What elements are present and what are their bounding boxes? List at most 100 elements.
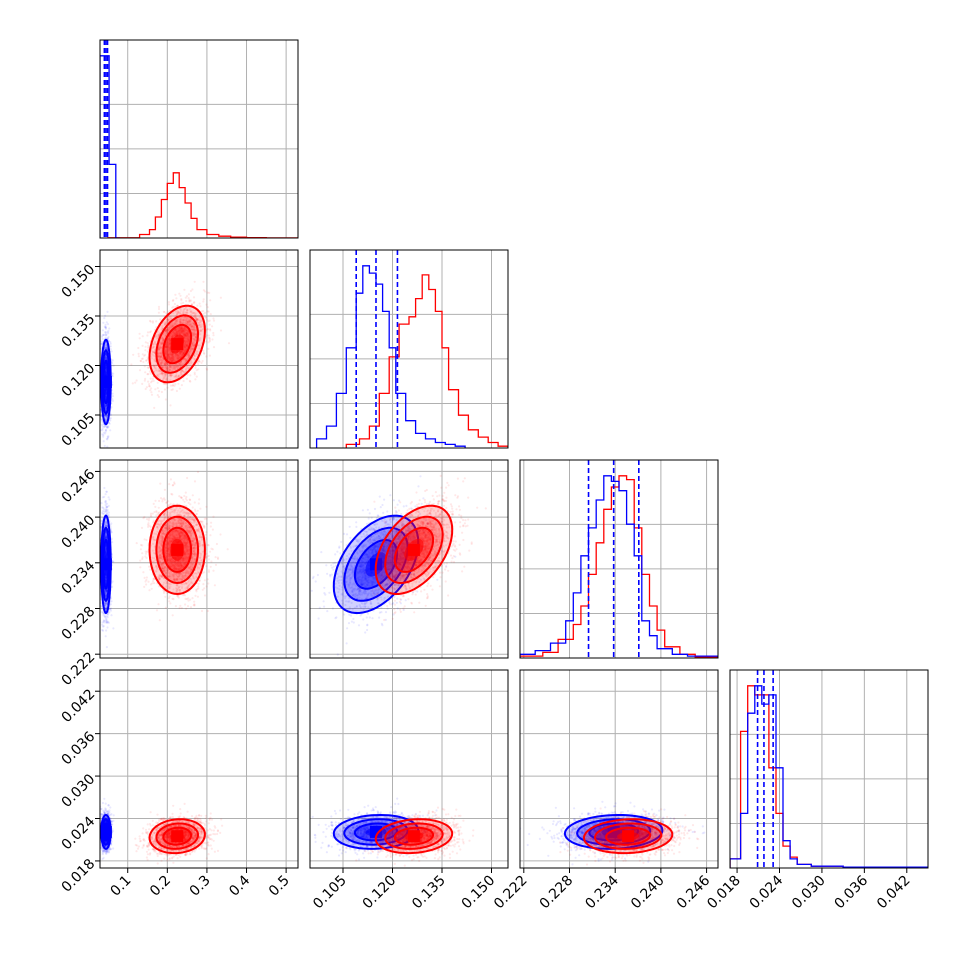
- scatter-point: [148, 370, 151, 373]
- scatter-point: [168, 326, 171, 329]
- scatter-panel-1-0: [95, 249, 299, 452]
- scatter-point: [150, 393, 154, 396]
- scatter-point: [208, 337, 211, 340]
- scatter-point: [186, 308, 189, 311]
- scatter-point: [175, 389, 178, 393]
- scatter-point: [200, 361, 203, 364]
- scatter-point: [185, 333, 188, 336]
- scatter-point: [100, 423, 103, 426]
- scatter-point: [161, 340, 164, 343]
- scatter-point: [185, 344, 188, 347]
- scatter-point: [105, 344, 108, 347]
- scatter-point: [104, 325, 107, 329]
- scatter-point: [110, 531, 113, 534]
- scatter-point: [95, 400, 97, 402]
- scatter-point: [179, 350, 182, 353]
- scatter-point: [208, 354, 211, 357]
- scatter-point: [188, 379, 191, 382]
- scatter-point: [188, 324, 191, 327]
- scatter-point: [177, 329, 180, 333]
- scatter-point: [182, 310, 185, 313]
- scatter-point: [212, 331, 215, 335]
- scatter-point: [166, 318, 169, 321]
- scatter-point: [182, 330, 185, 333]
- scatter-point: [202, 351, 205, 354]
- scatter-point: [171, 360, 174, 363]
- scatter-point: [106, 626, 109, 629]
- scatter-point: [176, 354, 179, 357]
- scatter-point: [204, 316, 207, 319]
- scatter-point: [168, 343, 171, 346]
- panel-content: [100, 40, 298, 238]
- scatter-point: [171, 335, 174, 338]
- scatter-point: [199, 305, 202, 308]
- scatter-point: [183, 370, 186, 373]
- scatter-point: [148, 319, 152, 322]
- scatter-point: [153, 367, 156, 370]
- scatter-point: [186, 338, 189, 341]
- scatter-point: [109, 348, 112, 351]
- scatter-point: [104, 635, 107, 638]
- scatter-point: [209, 313, 212, 316]
- scatter-point: [180, 327, 183, 331]
- scatter-point: [181, 353, 184, 356]
- scatter-point: [181, 351, 184, 354]
- scatter-point: [107, 329, 110, 332]
- panel-content: [730, 670, 928, 868]
- scatter-point: [187, 353, 190, 356]
- scatter-point: [187, 336, 190, 339]
- scatter-point: [199, 320, 202, 323]
- scatter-point: [184, 296, 187, 299]
- scatter-point: [104, 353, 108, 357]
- scatter-point: [167, 344, 170, 347]
- scatter-point: [167, 353, 170, 356]
- scatter-point: [155, 320, 158, 323]
- scatter-point: [166, 328, 169, 331]
- scatter-point: [105, 346, 108, 349]
- scatter-point: [188, 299, 191, 303]
- scatter-point: [190, 361, 193, 364]
- scatter-point: [109, 419, 112, 422]
- scatter-point: [175, 328, 178, 332]
- scatter-point: [104, 326, 107, 329]
- scatter-point: [183, 288, 186, 291]
- scatter-point: [138, 332, 141, 335]
- scatter-point: [104, 450, 106, 452]
- scatter-point: [174, 365, 177, 369]
- scatter-point: [146, 331, 150, 334]
- scatter-point: [182, 329, 185, 332]
- scatter-point: [181, 369, 185, 373]
- scatter-point: [153, 365, 156, 368]
- scatter-point: [193, 338, 196, 341]
- scatter-point: [105, 646, 108, 649]
- scatter-point: [105, 415, 108, 418]
- scatter-point: [148, 385, 151, 388]
- scatter-point: [104, 334, 107, 337]
- scatter-point: [170, 336, 173, 339]
- scatter-point: [177, 310, 180, 313]
- scatter-point: [183, 307, 187, 311]
- scatter-point: [158, 355, 161, 358]
- scatter-point: [144, 371, 147, 374]
- scatter-point: [194, 378, 197, 381]
- scatter-point: [106, 426, 109, 429]
- scatter-point: [170, 354, 173, 357]
- panel-border: [309, 249, 509, 449]
- scatter-point: [184, 340, 187, 343]
- scatter-point: [104, 392, 107, 395]
- scatter-point: [174, 321, 177, 324]
- scatter-point: [178, 352, 181, 355]
- scatter-point: [146, 346, 150, 349]
- scatter-point: [107, 425, 110, 428]
- scatter-point: [219, 296, 222, 299]
- scatter-point: [195, 375, 198, 378]
- scatter-point: [169, 339, 172, 342]
- scatter-point: [163, 388, 166, 391]
- scatter-point: [168, 357, 171, 361]
- scatter-point: [105, 357, 108, 360]
- scatter-point: [165, 366, 168, 369]
- scatter-point: [168, 368, 171, 372]
- scatter-point: [180, 302, 183, 305]
- scatter-point: [176, 319, 179, 322]
- hist-panel-0: [99, 39, 299, 239]
